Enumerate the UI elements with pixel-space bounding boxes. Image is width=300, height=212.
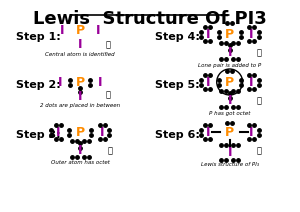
Text: 🎨: 🎨 [106, 91, 111, 99]
Text: 🎨: 🎨 [257, 146, 262, 155]
Text: Lone pair is added to P: Lone pair is added to P [198, 63, 261, 67]
Text: 🎨: 🎨 [108, 146, 113, 155]
Text: P: P [76, 126, 85, 138]
Text: Lewis structure of PI₃: Lewis structure of PI₃ [201, 163, 259, 167]
Text: I: I [96, 25, 100, 38]
Text: I: I [249, 75, 254, 88]
Text: Step 3:: Step 3: [16, 130, 60, 140]
Text: I: I [56, 126, 61, 138]
Text: P has got octet: P has got octet [209, 110, 250, 116]
Text: Step 6:: Step 6: [155, 130, 200, 140]
Text: Outer atom has octet: Outer atom has octet [51, 160, 110, 166]
Text: P: P [76, 25, 85, 38]
Text: I: I [227, 46, 232, 60]
Text: Central atom is identified: Central atom is identified [46, 53, 115, 57]
Text: I: I [206, 75, 210, 88]
Text: P: P [76, 75, 85, 88]
Text: I: I [249, 126, 254, 138]
Text: I: I [100, 126, 104, 138]
Text: I: I [60, 25, 64, 38]
Text: I: I [249, 28, 254, 40]
Text: 🎨: 🎨 [106, 40, 111, 49]
Text: I: I [78, 145, 82, 158]
Text: 🎨: 🎨 [257, 96, 262, 106]
Text: 🎨: 🎨 [257, 49, 262, 57]
Text: P: P [225, 28, 234, 40]
Text: I: I [58, 75, 63, 88]
Text: Lewis  Structure Of PI3: Lewis Structure Of PI3 [33, 10, 267, 28]
Text: I: I [98, 75, 103, 88]
Text: Step 4:: Step 4: [155, 32, 200, 42]
Text: Step 2:: Step 2: [16, 80, 60, 90]
Text: I: I [227, 146, 232, 159]
Text: I: I [78, 91, 82, 103]
Text: I: I [78, 39, 82, 52]
Text: I: I [206, 28, 210, 40]
Text: I: I [206, 126, 210, 138]
Text: I: I [227, 95, 232, 107]
Text: 2 dots are placed in between: 2 dots are placed in between [40, 102, 120, 107]
Text: Step 1:: Step 1: [16, 32, 60, 42]
Text: P: P [225, 75, 234, 88]
Text: P: P [225, 126, 234, 138]
Text: Step 5:: Step 5: [155, 80, 200, 90]
